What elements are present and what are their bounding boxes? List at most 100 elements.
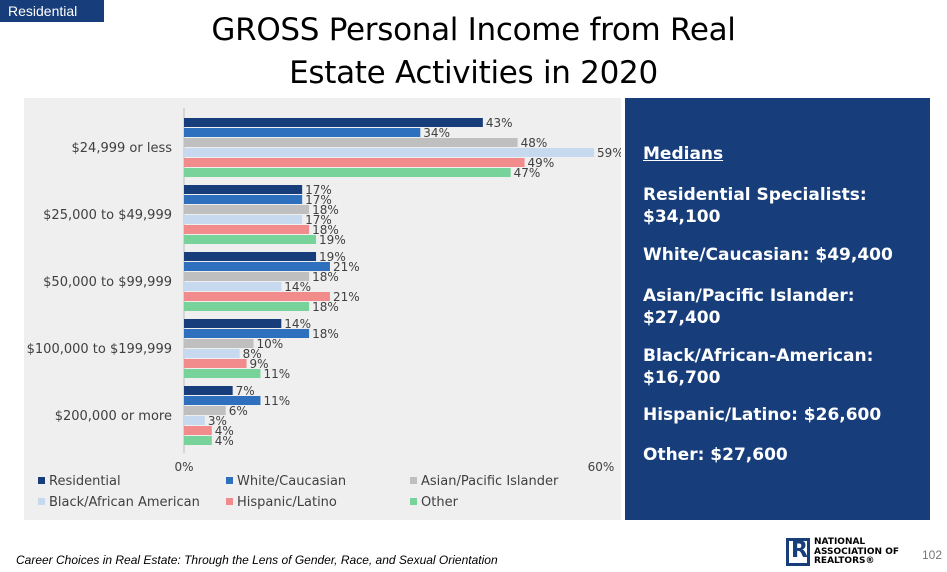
bar	[184, 292, 330, 301]
data-label: 8%	[243, 347, 262, 361]
median-residential-specialists: Residential Specialists: $34,100	[643, 185, 867, 227]
bar	[184, 406, 226, 415]
legend-swatch-black-african-american	[38, 498, 45, 505]
bar	[184, 396, 261, 405]
page-number: 102	[922, 548, 943, 562]
legend-swatch-hispanic-latino	[226, 498, 233, 505]
bar	[184, 118, 483, 127]
legend-item-hispanic-latino: Hispanic/Latino	[226, 495, 337, 510]
data-label: 48%	[521, 136, 548, 150]
legend-swatch-asian-pacific-islander	[410, 477, 417, 484]
bar	[184, 168, 511, 177]
data-label: 14%	[284, 317, 311, 331]
legend-item-residential: Residential	[38, 474, 121, 489]
data-label: 43%	[486, 116, 513, 130]
data-label: 18%	[312, 270, 339, 284]
legend-label: Residential	[49, 474, 121, 489]
bar	[184, 359, 247, 368]
bar	[184, 416, 205, 425]
median-black-african-american: Black/African-American: $16,700	[643, 346, 874, 388]
bar	[184, 349, 240, 358]
category-label: $25,000 to $49,999	[43, 208, 172, 223]
page-title-line-2: Estate Activities in 2020	[289, 55, 658, 91]
chart-area: $24,999 or less 43% 34% 48% 59% 49%47% $25,000…	[24, 98, 621, 520]
data-label: 4%	[215, 434, 234, 448]
data-label: 47%	[514, 166, 541, 180]
legend-swatch-white-caucasian	[226, 477, 233, 484]
data-label: 19%	[319, 233, 346, 247]
x-tick-label: 60%	[588, 460, 615, 474]
legend-label: Asian/Pacific Islander	[421, 474, 559, 489]
median-hispanic-latino: Hispanic/Latino: $26,600	[643, 405, 882, 425]
legend-item-black-african-american: Black/African American	[38, 495, 200, 510]
data-label: 59%	[597, 146, 621, 160]
bar	[184, 302, 310, 311]
bar	[184, 426, 212, 435]
category-label: $24,999 or less	[72, 141, 173, 156]
data-label: 4%	[215, 424, 234, 438]
bar	[184, 138, 518, 147]
logo-wordmark: NATIONAL ASSOCIATION OF REALTORS®	[814, 537, 899, 566]
legend-swatch-other	[410, 498, 417, 505]
medians-heading: Medians	[643, 144, 724, 164]
data-label: 21%	[333, 290, 360, 304]
bar	[184, 225, 310, 234]
data-label: 21%	[333, 260, 360, 274]
bar	[184, 262, 330, 271]
bar	[184, 272, 310, 281]
data-label: 18%	[312, 223, 339, 237]
bar	[184, 195, 303, 204]
bar	[184, 215, 303, 224]
bar	[184, 282, 282, 291]
data-label: 14%	[284, 280, 311, 294]
source-citation: Career Choices in Real Estate: Through t…	[16, 553, 498, 567]
data-label: 7%	[236, 384, 255, 398]
realtor-r-icon: R	[786, 538, 810, 566]
legend-swatch-residential	[38, 477, 45, 484]
bar	[184, 386, 233, 395]
legend-label: Black/African American	[49, 495, 200, 510]
legend-label: Hispanic/Latino	[237, 495, 337, 510]
data-label: 17%	[305, 213, 332, 227]
data-label: 19%	[319, 250, 346, 264]
legend-item-other: Other	[410, 495, 458, 510]
nar-logo: R NATIONAL ASSOCIATION OF REALTORS®	[786, 536, 911, 568]
bar	[184, 205, 310, 214]
data-label: 3%	[208, 414, 227, 428]
data-label: 34%	[423, 126, 450, 140]
legend-item-asian-pacific-islander: Asian/Pacific Islander	[410, 474, 558, 489]
bar	[184, 369, 261, 378]
data-label: 6%	[229, 404, 248, 418]
medians-panel: Medians Residential Specialists: $34,100…	[625, 98, 930, 520]
bar-chart: $24,999 or less 43% 34% 48% 59% 49%47% $25,000…	[27, 108, 621, 474]
data-label: 17%	[305, 193, 332, 207]
category-label: $100,000 to $199,999	[27, 342, 172, 357]
data-label: 17%	[305, 183, 332, 197]
median-white-caucasian: White/Caucasian: $49,400	[643, 245, 893, 265]
bar	[184, 329, 310, 338]
legend-label: Other	[421, 495, 458, 510]
bar	[184, 319, 282, 328]
data-label: 11%	[263, 367, 290, 381]
bar	[184, 148, 595, 157]
data-label: 49%	[528, 156, 555, 170]
data-label: 10%	[257, 337, 284, 351]
bar	[184, 185, 303, 194]
data-label: 11%	[263, 394, 290, 408]
x-tick-label: 0%	[174, 460, 193, 474]
bar	[184, 128, 421, 137]
data-label: 18%	[312, 300, 339, 314]
bar	[184, 235, 317, 244]
legend-label: White/Caucasian	[237, 474, 347, 489]
bar	[184, 252, 317, 261]
legend-item-white-caucasian: White/Caucasian	[226, 474, 346, 489]
data-label: 18%	[312, 203, 339, 217]
median-asian-pacific-islander: Asian/Pacific Islander: $27,400	[643, 286, 855, 328]
bar	[184, 339, 254, 348]
page-title-line-1: GROSS Personal Income from Real	[211, 12, 736, 48]
data-label: 9%	[250, 357, 269, 371]
data-label: 18%	[312, 327, 339, 341]
bar	[184, 158, 525, 167]
section-tag: Residential	[0, 0, 104, 22]
category-label: $50,000 to $99,999	[43, 275, 172, 290]
